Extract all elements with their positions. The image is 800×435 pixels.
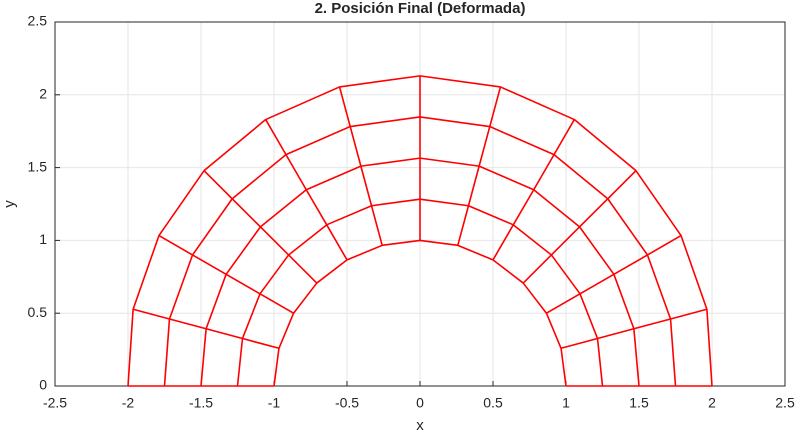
y-axis-label: y [1, 200, 18, 208]
x-tick-label: -1.5 [189, 395, 213, 411]
chart-title: 2. Posición Final (Deformada) [315, 0, 526, 17]
mesh-radial [338, 86, 383, 246]
y-tick-label: 2 [39, 86, 47, 102]
mesh-radial [203, 170, 318, 284]
x-tick-label: -1 [268, 395, 281, 411]
x-tick-label: 0.5 [483, 395, 503, 411]
mesh-radial [560, 308, 708, 350]
y-tick-label: 1 [39, 231, 47, 247]
x-tick-label: 0 [416, 395, 424, 411]
plot-frame [54, 21, 786, 387]
x-tick-label: 1.5 [629, 395, 649, 411]
x-tick-label: 1 [562, 395, 570, 411]
mesh-radial [546, 234, 682, 314]
mesh-radial [132, 308, 280, 350]
x-tick-label: -0.5 [335, 395, 359, 411]
x-tick-label: -2 [122, 395, 135, 411]
mesh-radial [492, 119, 576, 261]
x-tick-label: -2.5 [43, 395, 67, 411]
mesh-radial [158, 234, 294, 314]
y-tick-label: 0 [39, 377, 47, 393]
mesh-radial [522, 170, 637, 284]
y-tick-label: 2.5 [28, 13, 48, 29]
y-tick-label: 0.5 [28, 304, 48, 320]
mesh-radial [457, 86, 502, 246]
x-axis-label: x [416, 417, 424, 434]
x-tick-label: 2.5 [775, 395, 795, 411]
x-tick-label: 2 [708, 395, 716, 411]
mesh-radial [264, 119, 348, 261]
y-tick-label: 1.5 [28, 158, 48, 174]
